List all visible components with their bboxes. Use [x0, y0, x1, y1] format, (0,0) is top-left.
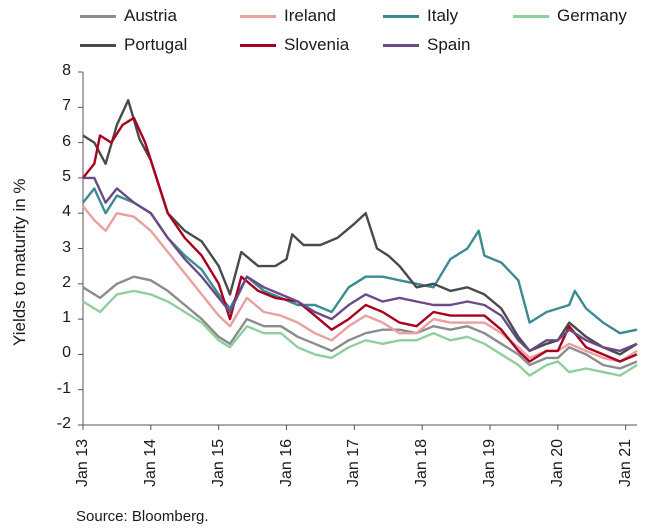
series-line-slovenia: [82, 116, 638, 363]
legend-label: Slovenia: [284, 35, 350, 54]
x-tick-label: Jan 16: [277, 438, 295, 487]
chart-series: [82, 98, 638, 377]
y-tick-label: 6: [62, 132, 71, 150]
legend-label: Germany: [557, 6, 627, 25]
x-tick-label: Jan 21: [616, 438, 634, 487]
y-tick-label: 8: [62, 62, 71, 79]
legend-label: Italy: [427, 6, 459, 25]
legend-swatch: [80, 43, 116, 47]
y-axis-label: Yields to maturity in %: [10, 178, 29, 346]
y-tick-label: 4: [62, 203, 71, 221]
x-tick-label: Jan 18: [413, 438, 431, 487]
legend-item-spain: Spain: [383, 35, 470, 55]
legend-swatch: [240, 14, 276, 18]
chart-axes: [78, 71, 637, 430]
series-line-ireland: [82, 205, 638, 363]
x-tick-label: Jan 15: [209, 438, 227, 487]
legend-item-slovenia: Slovenia: [240, 35, 349, 55]
y-tick-label: -1: [56, 379, 71, 397]
legend-label: Ireland: [284, 6, 336, 25]
y-tick-label: 1: [62, 309, 71, 327]
legend-swatch: [513, 14, 549, 18]
legend-swatch: [240, 43, 276, 47]
legend-item-ireland: Ireland: [240, 6, 336, 26]
y-tick-label: 7: [62, 97, 71, 115]
legend-item-portugal: Portugal: [80, 35, 187, 55]
x-tick-label: Jan 14: [141, 438, 159, 487]
x-tick-label: Jan 19: [481, 438, 499, 487]
x-tick-label: Jan 13: [74, 438, 91, 487]
series-line-germany: [82, 289, 638, 377]
legend-swatch: [80, 14, 116, 18]
legend-label: Austria: [124, 6, 177, 25]
legend-label: Portugal: [124, 35, 188, 54]
series-line-austria: [82, 275, 638, 370]
series-line-spain: [83, 176, 638, 353]
y-tick-label: 3: [62, 238, 71, 256]
y-tick-label: 5: [62, 167, 71, 185]
series-line-portugal: [82, 98, 638, 356]
legend-swatch: [383, 43, 419, 47]
legend-label: Spain: [427, 35, 471, 54]
x-tick-label: Jan 17: [345, 438, 363, 487]
legend-swatch: [383, 14, 419, 18]
y-tick-label: 2: [62, 273, 71, 291]
legend-item-austria: Austria: [80, 6, 177, 26]
x-tick-label: Jan 20: [548, 438, 566, 487]
legend-item-germany: Germany: [513, 6, 627, 26]
y-tick-label: 0: [62, 344, 71, 362]
source-note: Source: Bloomberg.: [76, 508, 209, 525]
legend-item-italy: Italy: [383, 6, 458, 26]
y-tick-label: -2: [56, 415, 71, 432]
